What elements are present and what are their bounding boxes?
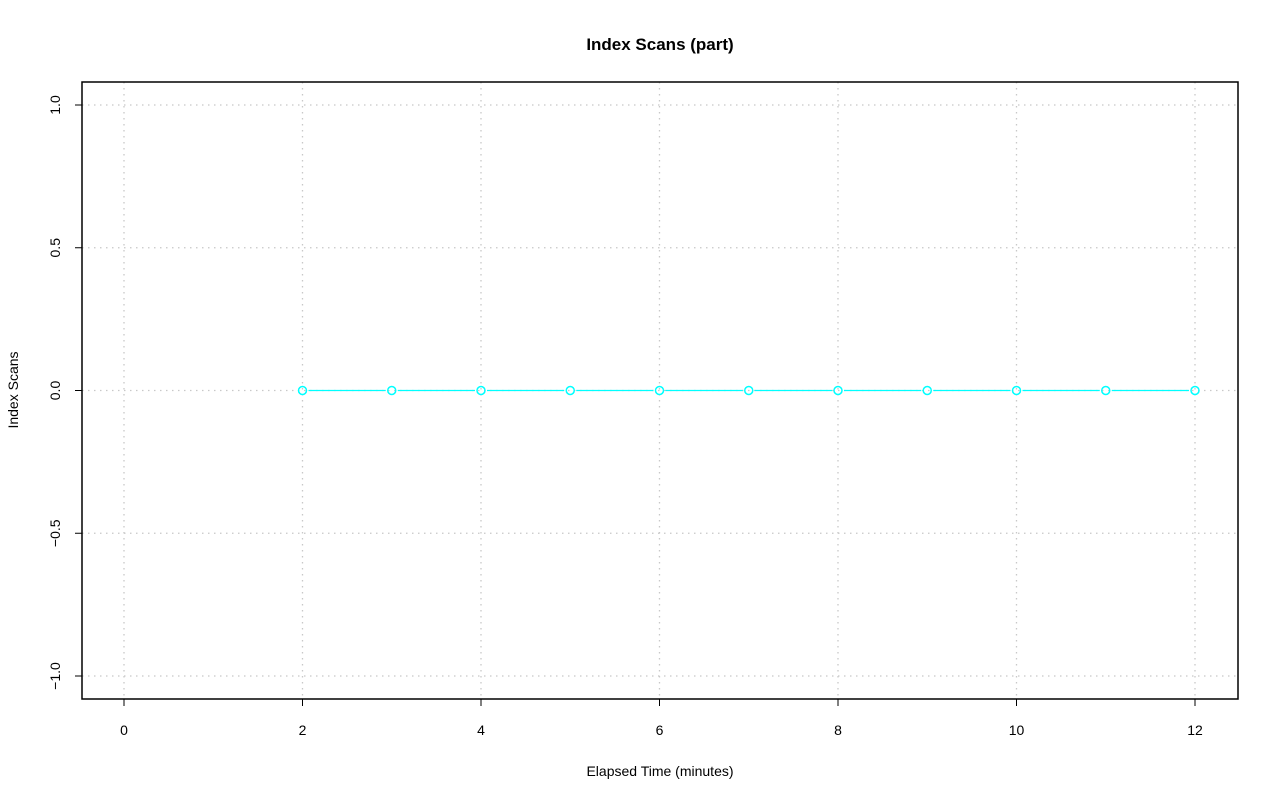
x-tick-label: 6: [656, 722, 664, 738]
x-tick-label: 0: [120, 722, 128, 738]
data-point: [744, 385, 754, 396]
y-tick-label: 0.5: [47, 238, 63, 258]
x-axis-label: Elapsed Time (minutes): [586, 763, 733, 779]
data-point: [654, 385, 665, 396]
y-tick-label: −1.0: [47, 662, 63, 690]
grid: [82, 82, 1238, 699]
data-point: [476, 385, 486, 396]
series: [297, 385, 1200, 396]
data-point: [565, 385, 575, 396]
x-tick-label: 2: [299, 722, 307, 738]
data-point: [1190, 385, 1200, 396]
y-axis-label: Index Scans: [5, 351, 21, 428]
data-point: [1011, 385, 1022, 396]
x-tick-label: 8: [834, 722, 842, 738]
x-tick-label: 10: [1009, 722, 1025, 738]
y-tick-label: 1.0: [47, 95, 63, 115]
x-tick-label: 4: [477, 722, 485, 738]
y-tick-label: 0.0: [47, 381, 63, 401]
axes: 0 2 4 6 8 10 12 −1.0 −0.5 0.0 0.5 1.0: [47, 95, 1203, 738]
y-tick-label: −0.5: [47, 519, 63, 547]
data-point: [1101, 385, 1111, 396]
data-point: [387, 385, 397, 396]
data-point: [833, 385, 843, 396]
chart-title: Index Scans (part): [586, 35, 733, 54]
data-point: [922, 385, 932, 396]
data-point: [297, 385, 308, 396]
x-tick-label: 12: [1187, 722, 1203, 738]
